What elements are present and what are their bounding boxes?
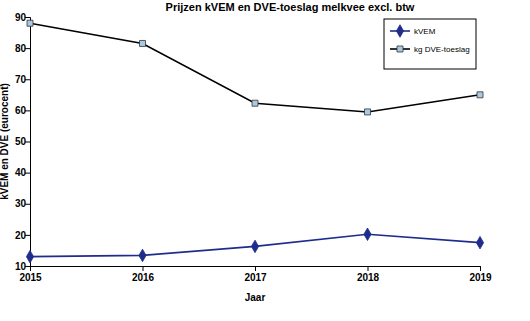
legend-label: kg DVE-toeslag <box>414 45 470 54</box>
marker <box>140 40 146 46</box>
marker <box>364 228 371 240</box>
tick-mark <box>143 266 144 271</box>
plot: 2015 2016 2017 2018 2019 10 20 30 40 50 60 70 80 90 <box>15 12 492 283</box>
legend-marker <box>397 46 403 52</box>
tick-label: 10 <box>15 261 27 272</box>
marker <box>139 249 146 261</box>
axis-line <box>31 267 481 272</box>
legend-label: kVEM <box>414 27 436 36</box>
tick-label: 2017 <box>244 272 267 283</box>
tick-label: 50 <box>15 136 27 147</box>
tick: 2016 <box>132 266 155 283</box>
tick-label: 40 <box>15 167 27 178</box>
series-line <box>30 234 480 256</box>
tick-label: 2019 <box>469 272 492 283</box>
legend-box <box>384 19 476 69</box>
tick-mark <box>255 266 256 271</box>
title: Prijzen kVEM en DVE-toeslag melkvee excl… <box>166 1 415 13</box>
tick: 80 <box>15 43 30 54</box>
tick-label: 30 <box>15 198 27 209</box>
tick: 20 <box>15 230 30 241</box>
legend: kVEM kg DVE-toeslag <box>384 19 476 69</box>
tick: 60 <box>15 105 30 116</box>
tick: 40 <box>15 167 30 178</box>
marker <box>27 20 33 26</box>
marker <box>476 236 483 248</box>
marker <box>365 109 371 115</box>
marker <box>477 92 483 98</box>
tick-label: 2016 <box>132 272 155 283</box>
tick: 10 <box>15 261 30 272</box>
tick: 30 <box>15 198 30 209</box>
tick-label: 20 <box>15 230 27 241</box>
tick-label: 60 <box>15 105 27 116</box>
y-axis-title: kVEM en DVE (eurocent) <box>0 83 10 200</box>
marker <box>251 240 258 252</box>
tick: 2017 <box>244 266 267 283</box>
tick-label: 70 <box>15 74 27 85</box>
tick-label: 2015 <box>19 272 42 283</box>
tick: 2018 <box>357 266 380 283</box>
tick-label: 2018 <box>357 272 380 283</box>
y-axis: 10 20 30 40 50 60 70 80 90 <box>15 12 31 272</box>
tick-label: 80 <box>15 43 27 54</box>
x-axis-title: Jaar <box>245 292 266 303</box>
tick-mark <box>480 266 481 271</box>
marker <box>26 250 33 262</box>
marker <box>252 100 258 106</box>
tick-label: 90 <box>15 12 27 23</box>
tick-mark <box>368 266 369 271</box>
tick: 70 <box>15 74 30 85</box>
chart: 2015 2016 2017 2018 2019 10 20 30 40 50 60 70 80 90 Pr… <box>0 0 530 321</box>
legend-marker <box>396 25 403 37</box>
tick: 2019 <box>469 266 492 283</box>
x-axis: 2015 2016 2017 2018 2019 <box>19 266 492 283</box>
tick: 50 <box>15 136 30 147</box>
